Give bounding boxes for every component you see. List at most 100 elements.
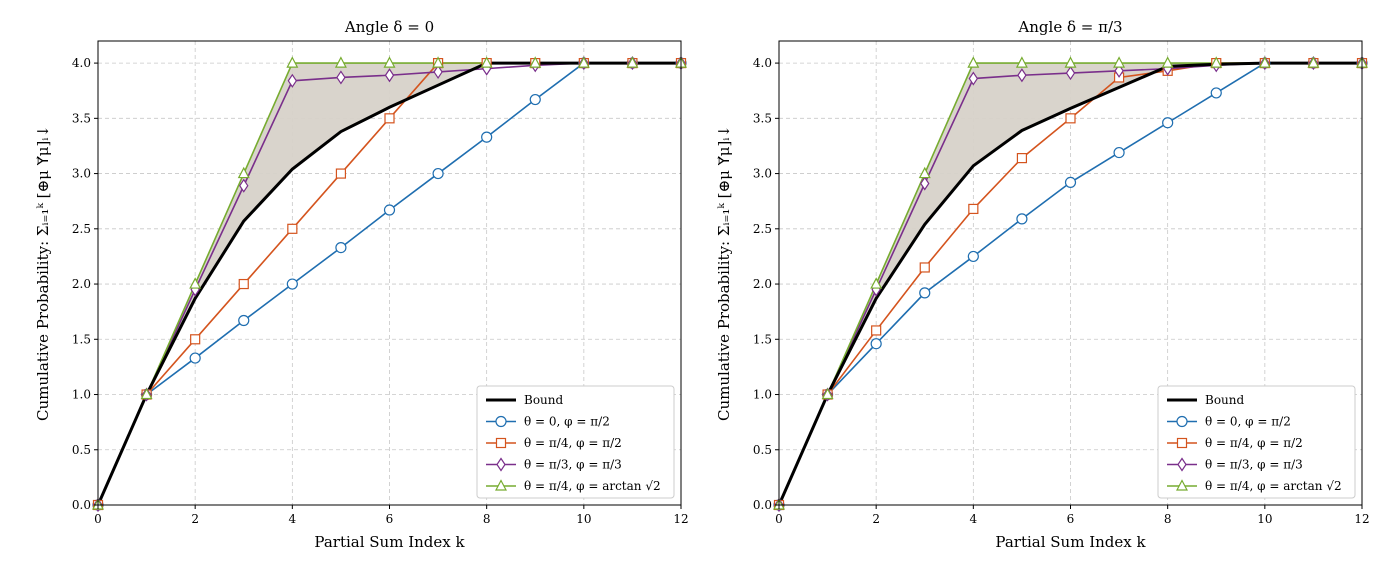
legend-entry-label: θ = 0, φ = π/2 xyxy=(524,415,610,429)
legend-entry-label: θ = π/3, φ = π/3 xyxy=(1205,458,1303,472)
data-point-circle xyxy=(1162,117,1174,129)
y-tick-label: 2.5 xyxy=(72,222,91,236)
x-tick-label: 6 xyxy=(386,512,394,526)
x-tick-label: 8 xyxy=(483,512,491,526)
data-point-circle xyxy=(919,287,931,299)
legend-marker-triangle xyxy=(495,479,507,491)
y-tick-label: 2.5 xyxy=(753,222,772,236)
legend: Bound θ = 0, φ = π/2 θ = π/4, φ = π/2 θ = π… xyxy=(1157,385,1356,499)
y-tick-label: 3.0 xyxy=(753,167,772,181)
x-tick-label: 10 xyxy=(576,512,591,526)
legend-entry-label: θ = π/4, φ = π/2 xyxy=(524,436,622,450)
x-tick-label: 4 xyxy=(289,512,297,526)
data-point-circle xyxy=(1016,213,1028,225)
x-axis-label: Partial Sum Index k xyxy=(314,533,465,551)
data-point-diamond xyxy=(239,178,249,193)
data-point-triangle xyxy=(529,56,542,68)
data-point-triangle xyxy=(189,277,202,289)
data-point-triangle xyxy=(237,166,250,179)
x-tick-label: 0 xyxy=(94,512,102,526)
x-tick-label: 2 xyxy=(191,512,199,526)
x-tick-label: 8 xyxy=(1164,512,1172,526)
data-point-circle xyxy=(335,241,347,254)
data-point-square xyxy=(190,334,201,345)
y-tick-label: 2.0 xyxy=(72,277,91,291)
data-point-triangle xyxy=(1113,56,1126,68)
y-tick-label: 1.0 xyxy=(753,388,772,402)
data-point-triangle xyxy=(577,56,590,68)
legend-marker-circle xyxy=(1176,415,1188,428)
legend-marker-diamond xyxy=(1177,457,1187,472)
y-tick-label: 4.0 xyxy=(72,56,91,70)
data-point-triangle xyxy=(432,56,445,68)
legend-box xyxy=(476,385,675,499)
data-point-diamond xyxy=(287,73,298,88)
legend-marker-square xyxy=(495,437,507,449)
data-point-diamond xyxy=(920,176,930,191)
y-tick-label: 0.5 xyxy=(753,443,772,457)
data-point-triangle xyxy=(1161,56,1174,68)
legend-marker-diamond xyxy=(496,457,506,472)
y-tick-label: 0.5 xyxy=(72,443,91,457)
y-axis-label: Cumulative Probability: Σᵢ₌₁ᵏ [⊕μ Υ⃗μ]ᵢ↓ xyxy=(34,125,52,421)
chart-title: Angle δ = 0 xyxy=(344,18,434,36)
data-point-triangle xyxy=(1258,56,1271,68)
data-point-square xyxy=(287,223,298,234)
data-point-circle xyxy=(529,93,541,106)
data-point-circle xyxy=(383,204,396,216)
data-point-square xyxy=(1016,153,1028,164)
x-axis-label: Partial Sum Index k xyxy=(995,533,1146,551)
data-point-square xyxy=(238,278,249,290)
legend: Bound θ = 0, φ = π/2 θ = π/4, φ = π/2 θ = π… xyxy=(476,385,675,499)
data-point-triangle xyxy=(918,166,931,179)
legend-entry-label: Bound xyxy=(1205,393,1245,407)
legend-entry-label: θ = π/4, φ = arctan √2 xyxy=(524,479,661,493)
data-point-triangle xyxy=(480,56,493,68)
data-point-triangle xyxy=(870,277,883,289)
y-tick-label: 0.0 xyxy=(753,498,772,512)
data-point-triangle xyxy=(626,56,639,68)
data-point-triangle xyxy=(1015,56,1028,68)
data-point-square xyxy=(968,203,979,215)
data-point-diamond xyxy=(1017,68,1027,83)
y-tick-label: 1.0 xyxy=(72,388,91,402)
data-point-circle xyxy=(286,278,298,290)
data-point-circle xyxy=(238,314,250,327)
legend-box xyxy=(1157,385,1356,499)
data-point-circle xyxy=(1064,176,1077,189)
data-point-triangle xyxy=(383,56,396,68)
data-point-circle xyxy=(967,250,979,263)
y-tick-label: 3.0 xyxy=(72,167,91,181)
data-point-square xyxy=(919,262,930,273)
data-point-circle xyxy=(870,338,882,350)
data-point-triangle xyxy=(1064,56,1077,68)
data-point-diamond xyxy=(1065,65,1076,81)
y-axis-label: Cumulative Probability: Σᵢ₌₁ᵏ [⊕μ Υ⃗μ]ᵢ↓ xyxy=(715,125,733,421)
y-tick-label: 1.5 xyxy=(753,332,772,346)
legend-marker-triangle xyxy=(1176,479,1188,491)
legend-entry-label: θ = 0, φ = π/2 xyxy=(1205,415,1291,429)
data-point-square xyxy=(384,113,395,124)
data-point-circle xyxy=(432,167,444,180)
y-tick-label: 3.5 xyxy=(72,111,91,125)
x-tick-label: 0 xyxy=(775,512,783,526)
legend-entry-label: θ = π/4, φ = arctan √2 xyxy=(1205,479,1342,493)
data-point-triangle xyxy=(140,387,153,400)
plot-panel-1: 0 2 4 6 8 10 12 0.0 0.5 1.0 1.5 2.0 2.5 3.0 3.5 4.0 Angl… xyxy=(34,18,689,551)
data-point-circle xyxy=(1210,87,1222,99)
data-point-triangle xyxy=(286,56,299,68)
legend-entry-label: θ = π/3, φ = π/3 xyxy=(524,458,622,472)
data-point-diamond xyxy=(968,71,979,86)
data-point-circle xyxy=(481,131,493,143)
plot-panel-2: 0 2 4 6 8 10 12 0.0 0.5 1.0 1.5 2.0 2.5 3.0 3.5 4.0 Angl… xyxy=(715,18,1370,551)
legend-entry-label: θ = π/4, φ = π/2 xyxy=(1205,436,1303,450)
y-tick-label: 4.0 xyxy=(753,56,772,70)
data-point-triangle xyxy=(1307,56,1320,68)
legend-marker-square xyxy=(1176,437,1188,449)
x-tick-label: 10 xyxy=(1257,512,1272,526)
data-point-triangle xyxy=(1210,56,1223,68)
chart-title: Angle δ = π/3 xyxy=(1017,18,1122,36)
x-tick-label: 12 xyxy=(673,512,688,526)
x-tick-label: 4 xyxy=(970,512,978,526)
